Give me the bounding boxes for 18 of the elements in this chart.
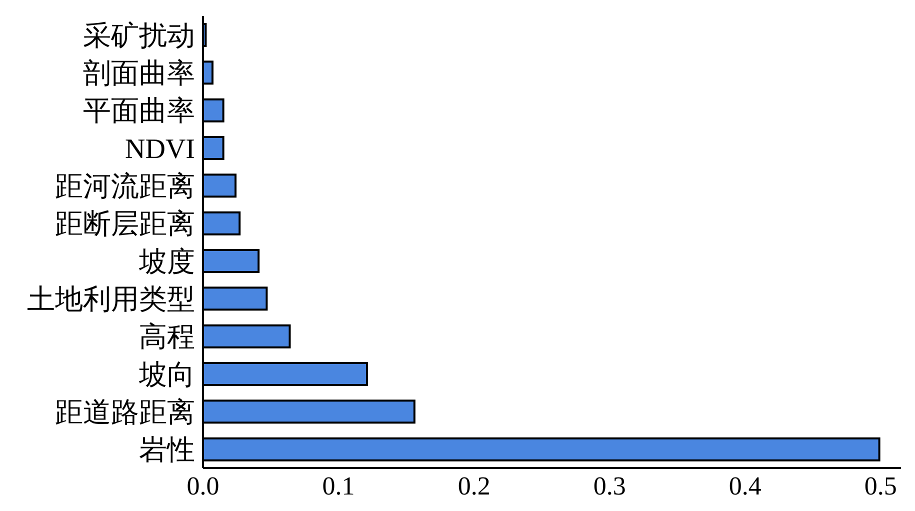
y-tick-label: 高程 (139, 322, 195, 354)
x-tick-label: 0.3 (593, 471, 626, 500)
x-tick-label: 0.5 (864, 471, 897, 500)
y-tick-label: 采矿扰动 (83, 20, 195, 52)
y-tick-label: 距河流距离 (55, 171, 195, 202)
y-tick-label: NDVI (125, 134, 195, 165)
y-tick-label: 平面曲率 (83, 96, 195, 128)
x-tick-label: 0.4 (728, 471, 762, 500)
x-tick-label: 0.1 (322, 471, 355, 500)
y-tick-label: 距道路距离 (55, 397, 195, 428)
y-tick-label: 距断层距离 (55, 209, 195, 240)
y-tick-label: 坡度 (138, 246, 195, 278)
y-tick-label: 岩性 (139, 435, 195, 466)
x-tick-label: 0.0 (186, 471, 220, 500)
x-tick-label: 0.2 (458, 471, 490, 500)
y-tick-label: 剖面曲率 (83, 58, 195, 90)
y-tick-label: 坡向 (138, 360, 195, 391)
y-tick-label: 土地利用类型 (27, 284, 195, 316)
